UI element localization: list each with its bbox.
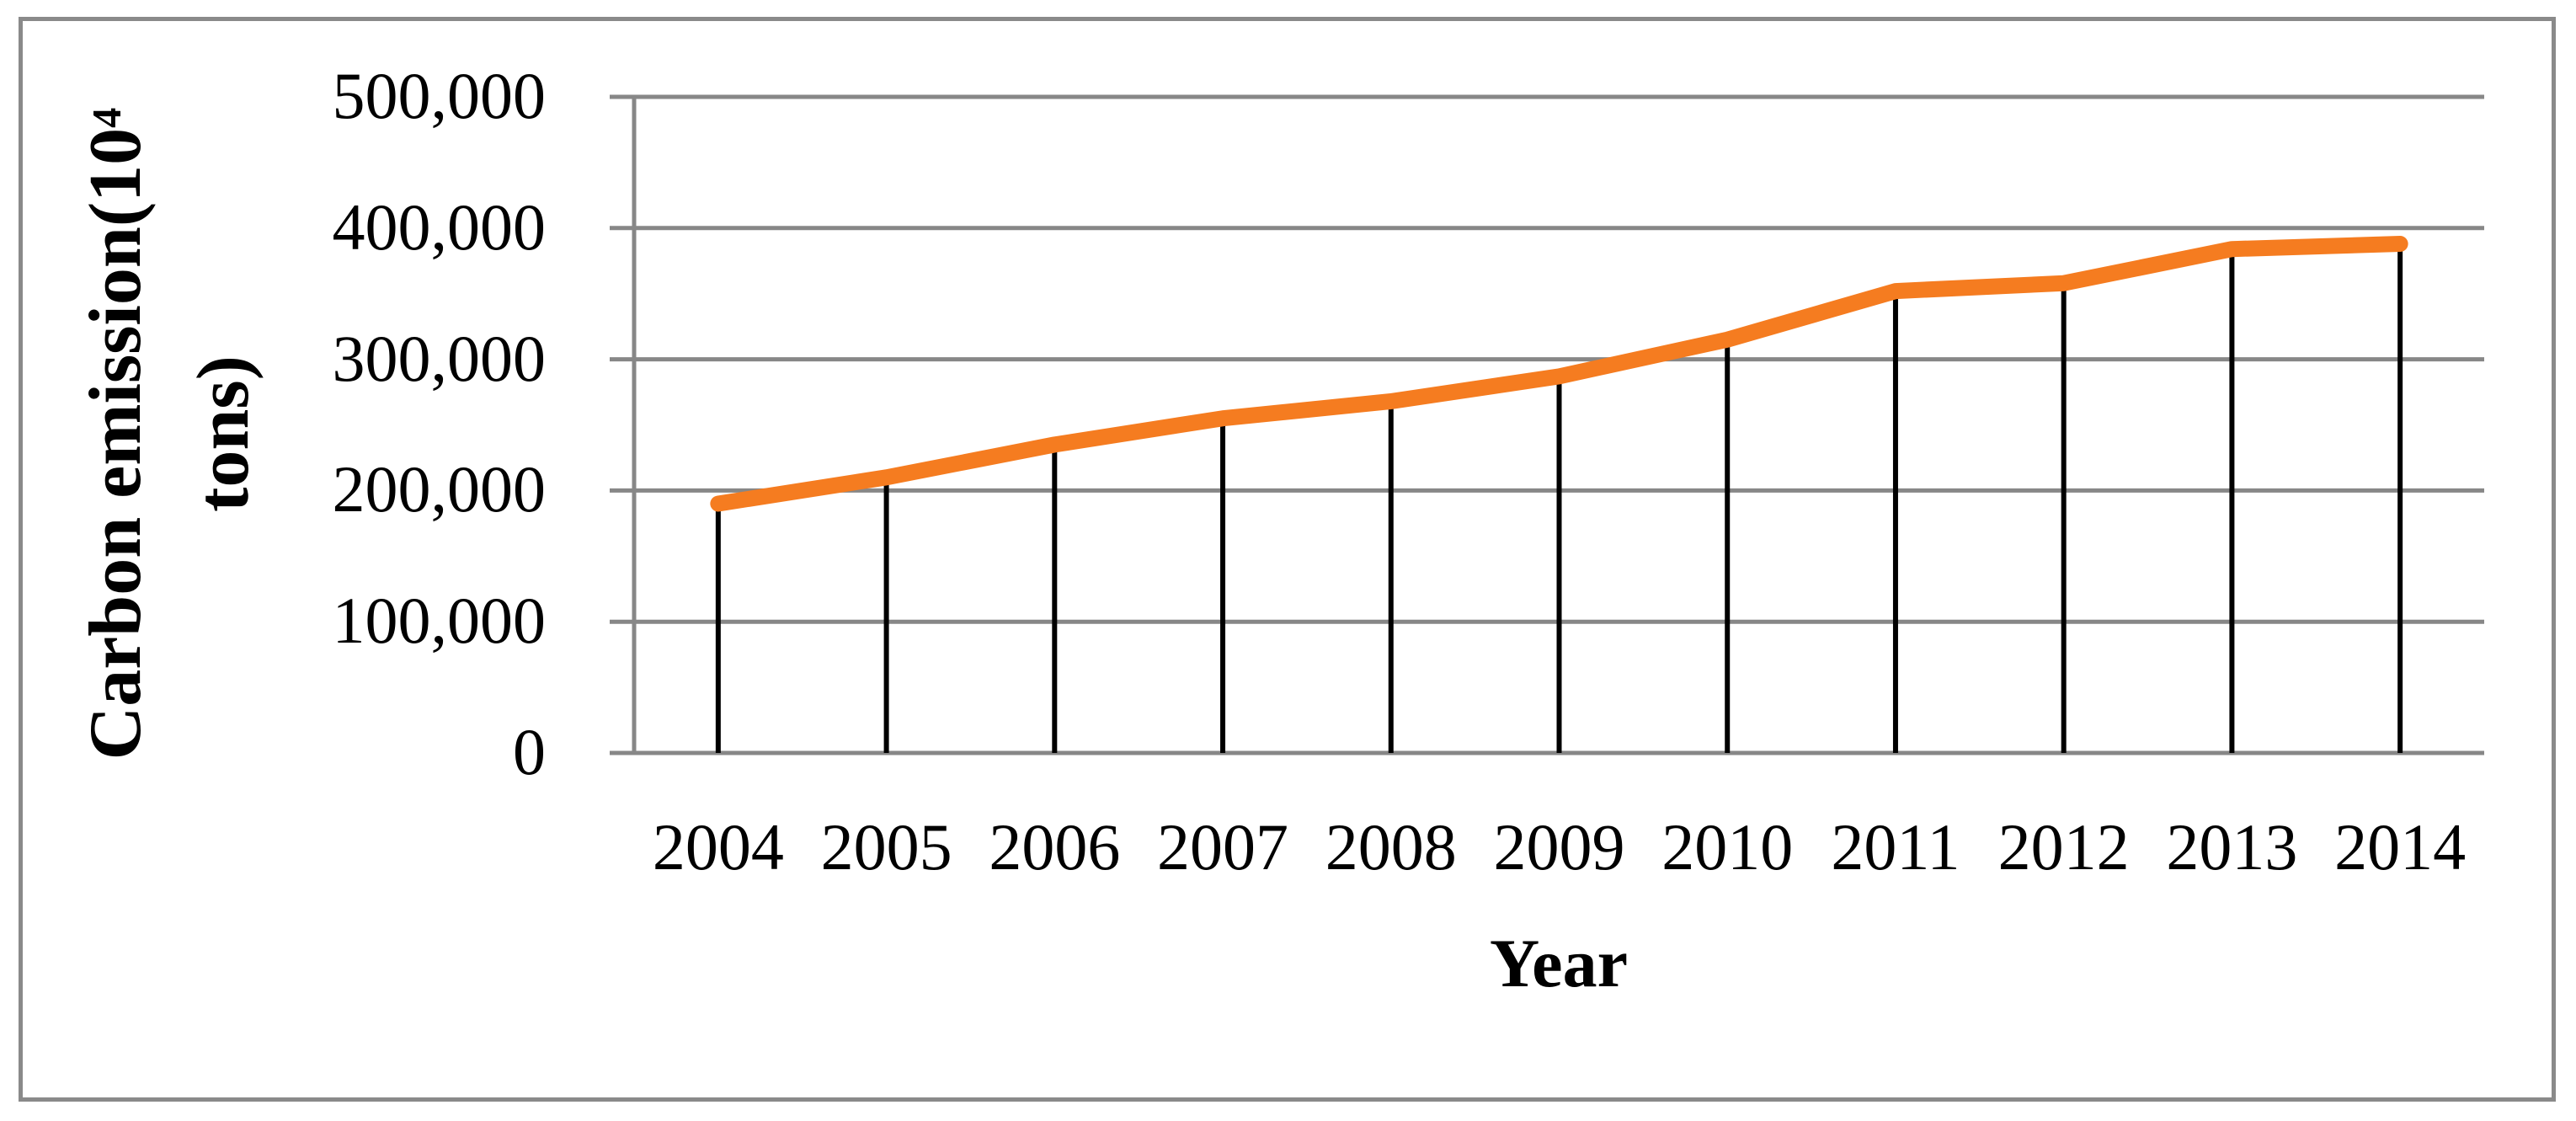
x-tick-label: 2004 — [652, 810, 784, 883]
x-tick-label: 2009 — [1493, 810, 1625, 883]
y-tick-label: 0 — [513, 715, 546, 788]
y-axis-title: Carbon emission(104 tons) — [67, 80, 264, 787]
y-tick-label: 400,000 — [332, 190, 547, 264]
y-tick-label: 100,000 — [332, 584, 547, 658]
x-tick-label: 2008 — [1325, 810, 1457, 883]
x-tick-label: 2006 — [989, 810, 1121, 883]
x-tick-label: 2007 — [1157, 810, 1289, 883]
y-tick-label: 500,000 — [332, 59, 547, 132]
x-tick-label: 2011 — [1831, 810, 1960, 883]
series-line-carbon-emission — [710, 235, 2408, 512]
x-tick-label: 2012 — [1997, 810, 2130, 883]
x-axis-title: Year — [1490, 925, 1628, 1001]
x-tick-label: 2013 — [2166, 810, 2298, 883]
y-tick-label: 200,000 — [332, 452, 547, 526]
x-tick-label: 2005 — [820, 810, 952, 883]
figure-border — [19, 17, 2556, 1102]
y-axis-title-line1: Carbon emission(104 — [75, 107, 157, 761]
x-tick-label: 2010 — [1661, 810, 1794, 883]
x-tick-label: 2014 — [2334, 810, 2467, 883]
superscript-4: 4 — [84, 107, 130, 128]
y-tick-label: 300,000 — [332, 321, 547, 395]
y-axis-title-line2: tons) — [183, 355, 264, 512]
